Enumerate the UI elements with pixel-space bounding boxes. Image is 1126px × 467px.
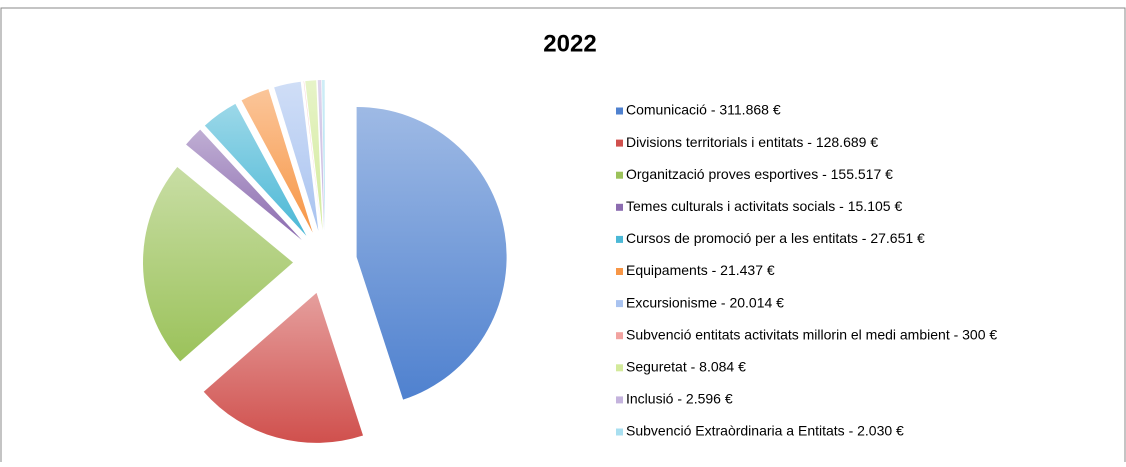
pie-slice: [274, 81, 319, 231]
legend-label: Excursionisme - 20.014 €: [626, 294, 784, 310]
legend-label: Temes culturals i activitats socials - 1…: [626, 198, 902, 214]
legend-label: Cursos de promoció per a les entitats - …: [626, 230, 925, 246]
legend-swatch: [616, 268, 623, 275]
legend-label: Seguretat - 8.084 €: [626, 359, 746, 375]
legend-swatch: [616, 428, 623, 436]
legend-swatch: [616, 364, 623, 372]
pie-slice: [204, 103, 307, 236]
pie-slice: [317, 80, 325, 231]
legend-swatch: [616, 300, 623, 308]
pie-slice: [241, 89, 313, 233]
pie-slice: [143, 167, 294, 362]
pie-slice: [356, 106, 507, 400]
legend-label: Comunicació - 311.868 €: [626, 102, 781, 118]
legend-label: Inclusió - 2.596 €: [626, 391, 733, 407]
pie-slice: [321, 80, 325, 231]
legend-label: Subvenció Extraòrdinaria a Entitats - 2.…: [626, 423, 904, 439]
legend-swatch: [616, 235, 623, 243]
legend-swatch: [616, 396, 623, 404]
legend-label: Equipaments - 21.437 €: [626, 262, 775, 278]
pie-slice: [305, 80, 323, 231]
legend-label: Divisions territorials i entitats - 128.…: [626, 134, 878, 150]
legend-label: Organització proves esportives - 155.517…: [626, 166, 893, 182]
legend-label: Subvenció entitats activitats millorin e…: [626, 326, 997, 342]
pie-slice: [186, 129, 302, 240]
chart-title: 2022: [543, 30, 596, 57]
legend-swatch: [616, 171, 623, 179]
legend-swatch: [616, 107, 623, 115]
legend-swatch: [616, 203, 623, 211]
pie-slice: [203, 292, 364, 443]
legend-swatch: [616, 332, 623, 340]
pie-slice: [303, 81, 322, 231]
legend-swatch: [616, 139, 623, 147]
